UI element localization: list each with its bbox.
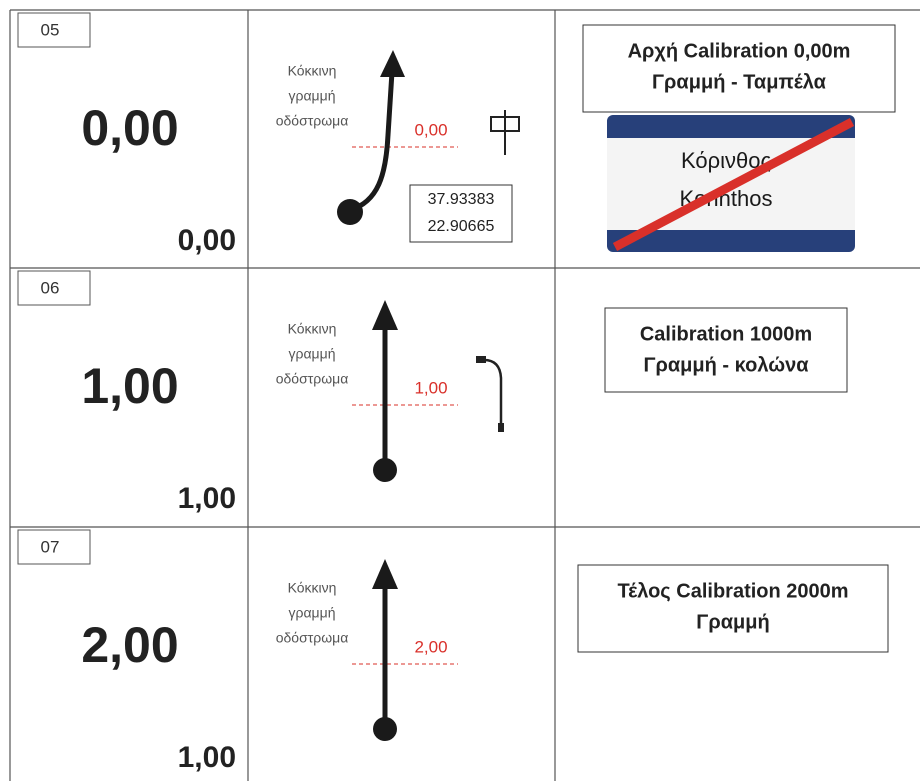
start-dot: [373, 717, 397, 741]
lamp-head: [476, 356, 486, 363]
roadbook-row: 07 2,00 1,00 Κόκκινη γραμμή οδόστρωμα 2,00 Τέλο…: [10, 526, 920, 774]
route-arrow: [349, 71, 395, 213]
row-id: 07: [41, 537, 60, 556]
note-line: γραμμή: [289, 346, 336, 362]
marker-value: 0,00: [414, 120, 447, 139]
instruction-line: Γραμμή - κολώνα: [643, 354, 809, 376]
note-line: οδόστρωμα: [276, 113, 349, 129]
arrow-head: [372, 559, 398, 589]
instruction-line: Calibration 1000m: [640, 323, 812, 345]
note-line: γραμμή: [289, 605, 336, 621]
lamp-base: [498, 423, 504, 432]
instruction-line: Τέλος Calibration 2000m: [617, 580, 848, 602]
marker-value: 2,00: [414, 637, 447, 656]
instruction-line: Γραμμή: [696, 611, 769, 633]
instruction-box: [604, 307, 848, 393]
marker-value: 1,00: [414, 378, 447, 397]
instruction-box: [582, 24, 896, 113]
total-distance: 2,00: [81, 617, 178, 673]
note-line: Κόκκινη: [288, 63, 337, 79]
start-dot: [337, 199, 363, 225]
instruction-line: Αρχή Calibration 0,00m: [628, 40, 851, 62]
row-id: 06: [41, 278, 60, 297]
roadbook-row: 06 1,00 1,00 Κόκκινη γραμμή οδόστρωμα 1,00 Cali…: [10, 267, 920, 515]
arrow-head: [380, 50, 405, 77]
start-dot: [373, 458, 397, 482]
note-line: Κόκκινη: [288, 321, 337, 337]
note-line: Κόκκινη: [288, 580, 337, 596]
note-line: οδόστρωμα: [276, 630, 349, 646]
partial-distance: 0,00: [178, 224, 236, 257]
id-box: [17, 529, 91, 565]
id-box: [17, 270, 91, 306]
arrow-head: [372, 300, 398, 330]
coords-box: [409, 184, 513, 243]
id-box: [17, 12, 91, 48]
roadbook-row: 05 0,00 0,00 Κόκκινη γραμμή οδόστρωμα 0,00 37.9…: [17, 12, 896, 257]
note-line: οδόστρωμα: [276, 371, 349, 387]
row-id: 05: [41, 20, 60, 39]
lamp-icon: [483, 358, 503, 428]
total-distance: 0,00: [81, 100, 178, 156]
partial-distance: 1,00: [178, 482, 236, 515]
partial-distance: 1,00: [178, 741, 236, 774]
instruction-box: [577, 564, 889, 653]
coordinate: 22.90665: [428, 218, 495, 235]
total-distance: 1,00: [81, 358, 178, 414]
coordinate: 37.93383: [428, 191, 495, 208]
sign-cross: [612, 118, 855, 251]
note-line: γραμμή: [289, 88, 336, 104]
instruction-line: Γραμμή - Ταμπέλα: [652, 71, 827, 93]
